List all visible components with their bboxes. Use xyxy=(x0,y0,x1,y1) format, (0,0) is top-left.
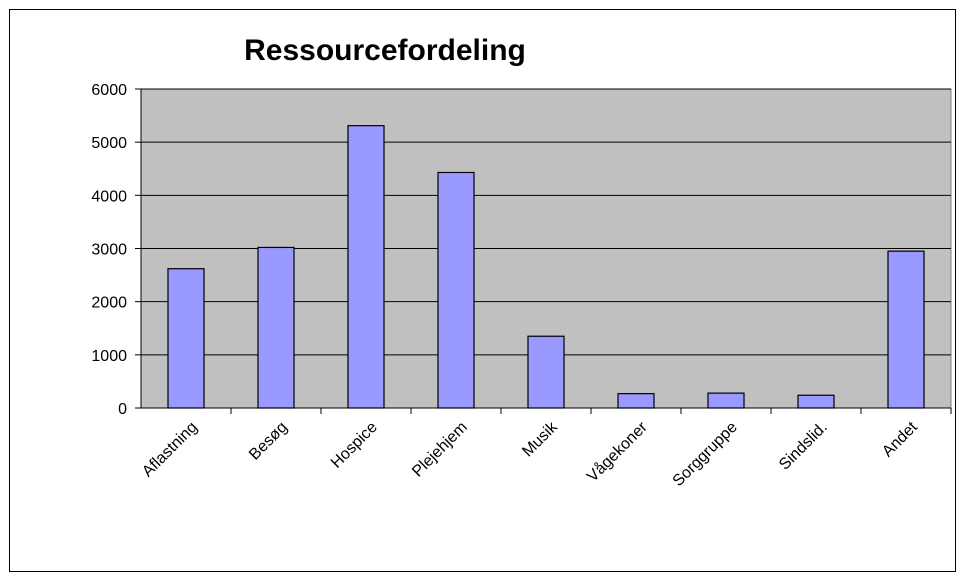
y-tick-labels: 0 1000 2000 3000 4000 5000 6000 xyxy=(91,82,127,418)
bar-musik xyxy=(527,335,565,409)
bar-aflastning xyxy=(167,268,205,409)
bar-besøg xyxy=(257,246,295,409)
x-tick-labels: Aflastning Besøg Hospice Plejehjem Musik Våge… xyxy=(139,418,921,490)
chart-title: Ressourcefordeling xyxy=(244,34,526,67)
x-tick-label: Aflastning xyxy=(139,419,201,481)
x-tick-label: Hospice xyxy=(328,419,381,472)
x-tick-label: Andet xyxy=(879,418,921,460)
x-tick-label: Besøg xyxy=(246,419,291,464)
x-tick-label: Musik xyxy=(519,418,561,460)
x-tick-label: Sorggruppe xyxy=(670,419,741,490)
x-tick-label: Sindslid. xyxy=(776,419,831,474)
bar-vågekoner xyxy=(617,393,655,409)
bar-sorggruppe xyxy=(707,392,745,409)
bar-andet xyxy=(887,250,925,409)
bars xyxy=(167,125,952,414)
bar-sindslid- xyxy=(797,394,835,409)
y-tick-label: 3000 xyxy=(91,242,127,259)
x-tick-label: Plejehjem xyxy=(409,419,471,481)
y-tick-label: 5000 xyxy=(91,135,127,152)
axes xyxy=(135,89,951,409)
y-tick-label: 6000 xyxy=(91,82,127,99)
bar-hospice xyxy=(347,125,385,409)
y-tick-label: 1000 xyxy=(91,348,127,365)
x-tick-label: Vågekoner xyxy=(583,418,651,486)
y-tick-label: 4000 xyxy=(91,188,127,205)
bar-plejehjem xyxy=(437,171,475,409)
y-tick-label: 2000 xyxy=(91,295,127,312)
y-tick-label: 0 xyxy=(118,401,127,418)
